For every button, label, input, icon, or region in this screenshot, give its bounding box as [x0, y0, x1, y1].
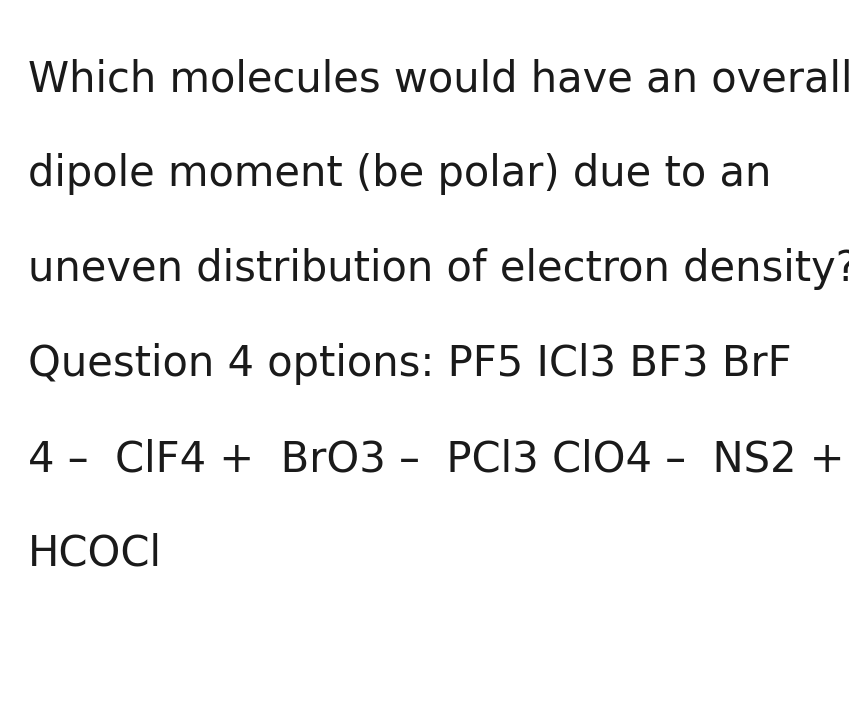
Text: HCOCl: HCOCl [28, 533, 162, 575]
Text: dipole moment (be polar) due to an: dipole moment (be polar) due to an [28, 153, 772, 195]
Text: Which molecules would have an overall: Which molecules would have an overall [28, 58, 849, 100]
Text: uneven distribution of electron density?: uneven distribution of electron density? [28, 248, 849, 290]
Text: 4 –  ClF4 +  BrO3 –  PCl3 ClO4 –  NS2 +: 4 – ClF4 + BrO3 – PCl3 ClO4 – NS2 + [28, 438, 845, 480]
Text: Question 4 options: PF5 ICl3 BF3 BrF: Question 4 options: PF5 ICl3 BF3 BrF [28, 343, 791, 385]
